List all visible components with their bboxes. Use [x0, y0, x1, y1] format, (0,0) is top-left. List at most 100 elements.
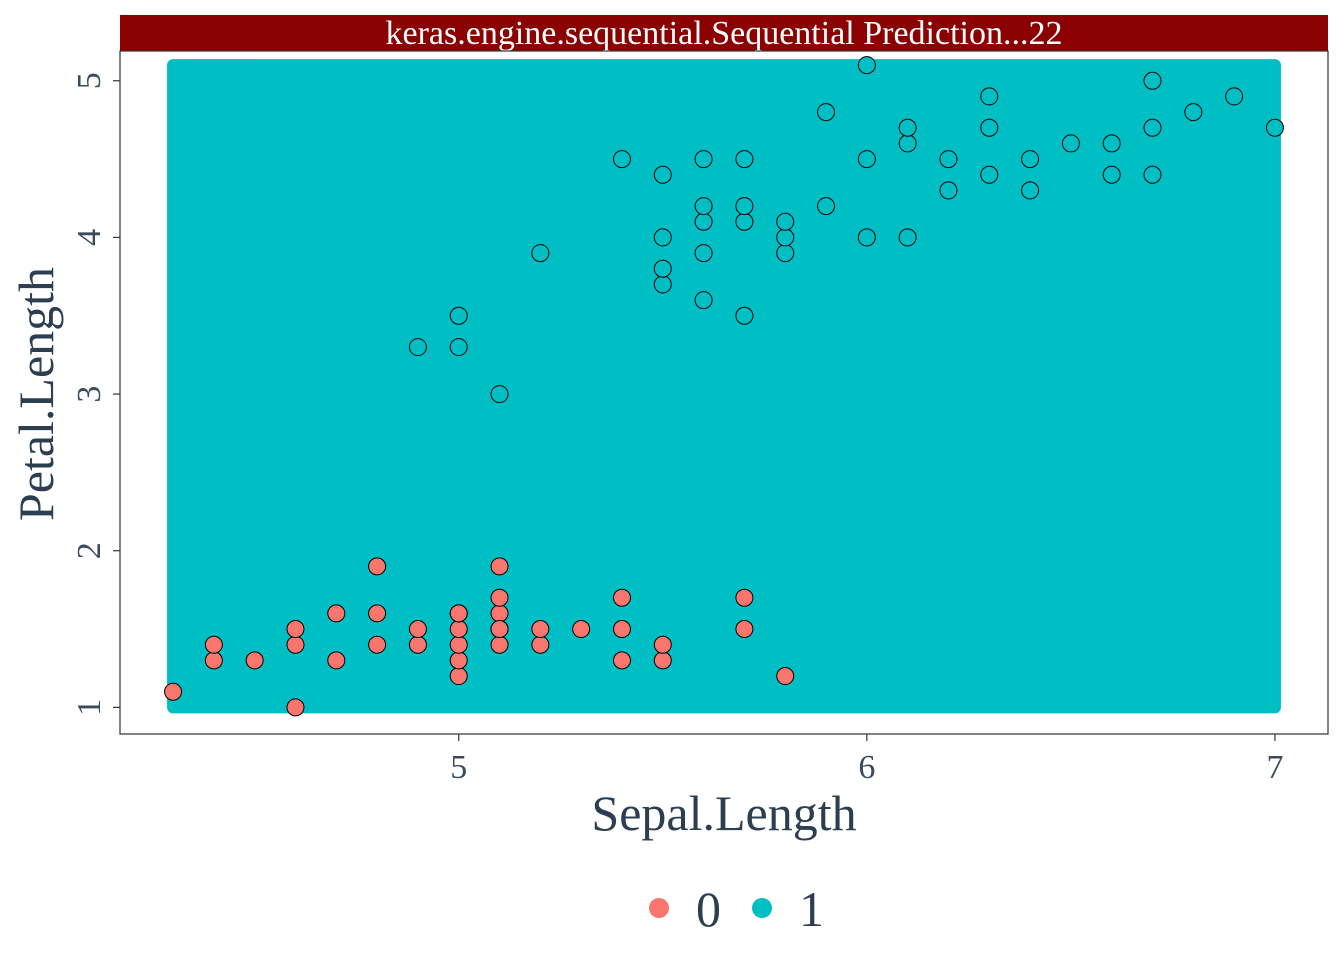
prediction-region	[167, 59, 1281, 714]
data-point-class-1	[1225, 87, 1244, 106]
data-point-class-0	[735, 620, 754, 639]
data-point-class-0	[449, 604, 468, 623]
data-point-class-1	[490, 385, 509, 404]
data-point-class-0	[204, 651, 223, 670]
x-axis: 5 6 7	[450, 734, 1283, 786]
y-tick-label: 4	[71, 229, 108, 246]
data-point-class-0	[490, 620, 509, 639]
data-point-class-0	[531, 635, 550, 654]
data-point-class-1	[653, 259, 672, 278]
data-point-class-1	[1061, 134, 1080, 153]
data-point-class-0	[776, 667, 795, 686]
legend-swatch-0	[649, 898, 669, 918]
x-axis-title: Sepal.Length	[591, 785, 856, 841]
data-point-class-1	[857, 56, 876, 75]
data-point-class-1	[980, 165, 999, 184]
data-point-class-1	[408, 338, 427, 357]
data-point-class-1	[1143, 118, 1162, 137]
data-point-class-1	[735, 197, 754, 216]
data-point-class-0	[449, 667, 468, 686]
data-point-class-0	[449, 635, 468, 654]
data-point-class-1	[898, 228, 917, 247]
title-strip	[120, 15, 1328, 51]
data-points	[164, 56, 1284, 717]
y-axis: 1 2 3 4 5	[71, 72, 120, 716]
data-point-class-0	[286, 698, 305, 717]
data-point-class-1	[898, 134, 917, 153]
data-point-class-1	[1143, 71, 1162, 90]
y-tick-label: 3	[71, 386, 108, 403]
data-point-class-0	[490, 557, 509, 576]
chart-title: keras.engine.sequential.Sequential Predi…	[386, 15, 1063, 52]
data-point-class-0	[653, 635, 672, 654]
data-point-class-1	[694, 244, 713, 263]
data-point-class-0	[368, 557, 387, 576]
data-point-class-1	[449, 338, 468, 357]
data-point-class-1	[694, 291, 713, 310]
data-point-class-0	[612, 651, 631, 670]
data-point-class-1	[980, 87, 999, 106]
data-point-class-1	[1184, 103, 1203, 122]
data-point-class-1	[1143, 165, 1162, 184]
data-point-class-0	[204, 635, 223, 654]
data-point-class-1	[653, 275, 672, 294]
data-point-class-0	[327, 604, 346, 623]
y-tick-label: 2	[71, 542, 108, 559]
data-point-class-1	[653, 228, 672, 247]
x-tick-label: 6	[858, 749, 875, 786]
data-point-class-1	[939, 181, 958, 200]
data-point-class-0	[368, 604, 387, 623]
data-point-class-0	[490, 635, 509, 654]
legend: 0 1	[649, 881, 824, 937]
data-point-class-1	[1021, 150, 1040, 169]
data-point-class-0	[612, 588, 631, 607]
data-point-class-0	[531, 620, 550, 639]
data-point-class-0	[735, 588, 754, 607]
data-point-class-1	[776, 228, 795, 247]
data-point-class-1	[817, 103, 836, 122]
data-point-class-1	[694, 197, 713, 216]
data-point-class-1	[776, 212, 795, 231]
data-point-class-1	[1021, 181, 1040, 200]
data-point-class-1	[1102, 134, 1121, 153]
legend-label-1: 1	[799, 881, 824, 937]
data-point-class-0	[653, 651, 672, 670]
legend-swatch-1	[752, 898, 772, 918]
data-point-class-1	[898, 118, 917, 137]
data-point-class-1	[735, 306, 754, 325]
data-point-class-1	[1102, 165, 1121, 184]
legend-label-0: 0	[696, 881, 721, 937]
data-point-class-0	[368, 635, 387, 654]
data-point-class-0	[449, 651, 468, 670]
data-point-class-1	[694, 150, 713, 169]
data-point-class-0	[327, 651, 346, 670]
data-point-class-1	[776, 244, 795, 263]
data-point-class-0	[612, 620, 631, 639]
y-tick-label: 1	[71, 699, 108, 716]
data-point-class-0	[449, 620, 468, 639]
data-point-class-1	[449, 306, 468, 325]
x-tick-label: 5	[450, 749, 467, 786]
x-tick-label: 7	[1266, 749, 1283, 786]
data-point-class-1	[939, 150, 958, 169]
data-point-class-1	[857, 228, 876, 247]
data-point-class-1	[1265, 118, 1284, 137]
data-point-class-1	[817, 197, 836, 216]
data-point-class-0	[286, 620, 305, 639]
data-point-class-1	[980, 118, 999, 137]
data-point-class-1	[612, 150, 631, 169]
data-point-class-1	[531, 244, 550, 263]
data-point-class-0	[245, 651, 264, 670]
data-point-class-0	[164, 682, 183, 701]
data-point-class-1	[857, 150, 876, 169]
data-point-class-1	[735, 212, 754, 231]
data-point-class-0	[408, 620, 427, 639]
data-point-class-1	[653, 165, 672, 184]
data-point-class-0	[490, 604, 509, 623]
y-axis-title: Petal.Length	[8, 267, 64, 521]
y-tick-label: 5	[71, 72, 108, 89]
data-point-class-0	[408, 635, 427, 654]
data-point-class-1	[735, 150, 754, 169]
data-point-class-1	[694, 212, 713, 231]
